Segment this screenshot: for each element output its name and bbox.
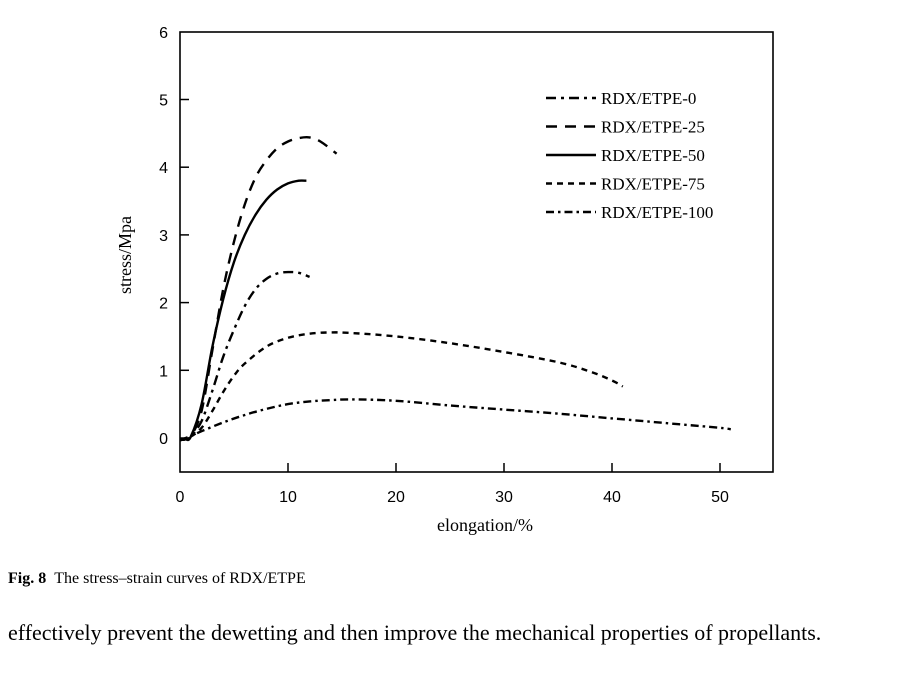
y-axis-ticks: 0 1 2 3 4 5 6	[159, 25, 189, 448]
series-line-rdx-etpe-50	[179, 179, 307, 442]
x-tick-label: 0	[176, 489, 185, 506]
legend: RDX/ETPE-0 RDX/ETPE-25 RDX/ETPE-50 RDX/ETPE…	[546, 89, 713, 222]
x-tick-label: 30	[495, 489, 513, 506]
legend-label: RDX/ETPE-100	[601, 203, 713, 222]
y-tick-label: 4	[159, 160, 168, 177]
legend-label: RDX/ETPE-0	[601, 89, 696, 108]
series-line-rdx-etpe-100	[179, 398, 731, 442]
x-tick-label: 50	[711, 489, 729, 506]
y-tick-label: 3	[159, 228, 168, 245]
figure-caption-text: The stress–strain curves of RDX/ETPE	[54, 570, 306, 587]
x-axis-title: elongation/%	[437, 515, 533, 535]
legend-label: RDX/ETPE-75	[601, 175, 705, 194]
x-tick-label: 40	[603, 489, 621, 506]
figure-label: Fig. 8	[8, 570, 47, 587]
x-axis-ticks: 0 10 20 30 40 50	[176, 463, 729, 506]
y-axis-title: stress/Mpa	[115, 216, 135, 294]
y-tick-label: 0	[159, 431, 168, 448]
x-tick-label: 20	[387, 489, 405, 506]
legend-label: RDX/ETPE-25	[601, 118, 705, 137]
y-tick-label: 5	[159, 93, 168, 110]
data-series	[179, 135, 731, 442]
x-tick-label: 10	[279, 489, 297, 506]
body-paragraph: effectively prevent the dewetting and th…	[8, 620, 822, 645]
legend-label: RDX/ETPE-50	[601, 146, 705, 165]
figure-caption: Fig. 8 The stress–strain curves of RDX/E…	[8, 570, 306, 588]
series-line-rdx-etpe-0	[179, 270, 311, 442]
y-tick-label: 6	[159, 25, 168, 42]
plot-frame	[179, 31, 774, 473]
y-tick-label: 1	[159, 363, 168, 380]
y-tick-label: 2	[159, 296, 168, 313]
series-line-rdx-etpe-75	[179, 331, 624, 442]
stress-strain-chart: 0 1 2 3 4 5 6 0 10 20 30 40 50 elongation/% stress/…	[115, 25, 774, 535]
